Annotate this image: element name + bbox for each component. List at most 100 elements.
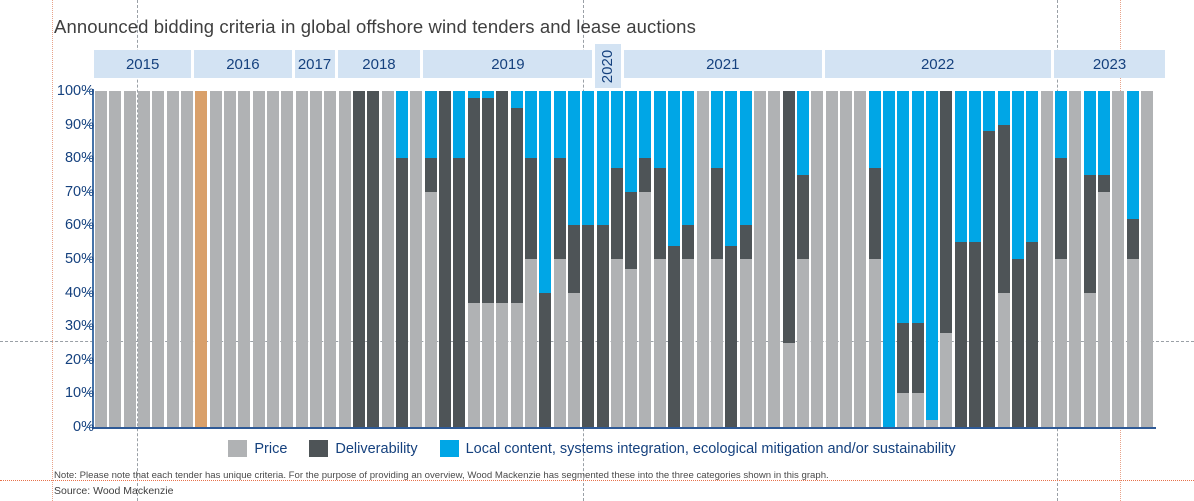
bar-segment-local_content [797, 91, 810, 175]
bar-44 [725, 91, 738, 427]
y-tick-mark [86, 393, 92, 395]
bar-segment-local_content [739, 91, 752, 226]
bar-segment-price [1112, 91, 1125, 427]
year-label-text: 2017 [297, 55, 332, 73]
bar-segment-deliverability [610, 168, 623, 259]
bar-segment-price [281, 91, 294, 427]
bar-segment-deliverability [567, 225, 580, 293]
y-tick-label: 20% [64, 351, 94, 368]
y-tick-mark [86, 225, 92, 227]
year-label-2020: 2020 [595, 44, 621, 88]
bar-segment-price [424, 191, 437, 427]
bar-22 [410, 91, 423, 427]
bar-segment-price [797, 259, 810, 427]
bar-segment-price [825, 91, 838, 427]
bar-segment-local_content [997, 91, 1010, 125]
bar-45 [739, 91, 752, 427]
bar-69 [1083, 91, 1096, 427]
bar-6 [181, 91, 194, 427]
bar-segment-local_content [639, 91, 652, 159]
legend-swatch-deliverability [309, 440, 329, 457]
bar-segment-deliverability [711, 168, 724, 259]
bar-25 [453, 91, 466, 427]
legend-item-deliverability[interactable]: Deliverability [309, 440, 418, 457]
bar-segment-deliverability [1126, 218, 1139, 259]
bar-segment-price [481, 302, 494, 427]
bar-segment-price [310, 91, 323, 427]
bar-segment-price [209, 91, 222, 427]
plot-area [94, 91, 1154, 427]
bar-segment-price [324, 91, 337, 427]
bar-segment-price [997, 292, 1010, 427]
y-tick-label: 40% [64, 284, 94, 301]
bar-40 [668, 91, 681, 427]
bar-segment-local_content [524, 91, 537, 159]
y-tick-label: 50% [64, 251, 94, 267]
bar-segment-price [252, 91, 265, 427]
bar-segment-local_content [481, 91, 494, 98]
bar-57 [911, 91, 924, 427]
bar-segment-local_content [668, 91, 681, 246]
bar-10 [238, 91, 251, 427]
legend-swatch-price [228, 440, 248, 457]
bar-segment-price [625, 269, 638, 427]
legend-item-local_content[interactable]: Local content, systems integration, ecol… [439, 440, 956, 457]
bar-segment-price [524, 259, 537, 427]
bar-segment-price [782, 343, 795, 427]
bar-segment-price [653, 259, 666, 427]
bar-61 [968, 91, 981, 427]
bar-segment-deliverability [496, 91, 509, 303]
bar-segment-price [1083, 292, 1096, 427]
bar-segment-local_content [983, 91, 996, 132]
year-label-text: 2019 [491, 55, 525, 73]
legend-item-price[interactable]: Price [228, 440, 287, 457]
bar-segment-local_content [424, 91, 437, 159]
bar-segment-deliverability [954, 242, 967, 427]
page-title: Announced bidding criteria in global off… [54, 16, 696, 37]
bar-segment-price [696, 91, 709, 427]
y-tick-mark [86, 158, 92, 160]
bar-segment-local_content [968, 91, 981, 243]
bar-15 [310, 91, 323, 427]
bar-28 [496, 91, 509, 427]
bar-35 [596, 91, 609, 427]
bar-33 [567, 91, 580, 427]
bar-segment-deliverability [897, 322, 910, 394]
bar-18 [353, 91, 365, 427]
y-tick-label: 0% [73, 419, 94, 435]
bar-64 [1011, 91, 1024, 427]
bar-segment-deliverability [1026, 242, 1039, 427]
bar-segment-local_content [1011, 91, 1024, 259]
bar-16 [324, 91, 337, 427]
bar-segment-local_content [954, 91, 967, 243]
bar-54 [868, 91, 881, 427]
bar-2 [123, 91, 136, 427]
year-label-text: 2015 [125, 55, 160, 73]
bar-segment-deliverability [524, 158, 537, 259]
bar-30 [524, 91, 537, 427]
bar-segment-local_content [925, 91, 938, 421]
bar-segment-deliverability [725, 245, 738, 427]
year-label-2021: 2021 [624, 50, 822, 78]
bar-14 [295, 91, 308, 427]
year-label-text: 2020 [599, 49, 617, 83]
bar-segment-deliverability [997, 124, 1010, 293]
bar-segment-local_content [610, 91, 623, 169]
bar-31 [539, 91, 552, 427]
y-tick-label: 30% [64, 318, 94, 335]
bar-segment-price [295, 91, 308, 427]
bar-segment-price [267, 91, 280, 427]
year-label-2018: 2018 [337, 50, 421, 78]
legend-label-price: Price [254, 440, 288, 457]
bar-segment-local_content [883, 91, 895, 427]
bar-segment-deliverability [797, 175, 810, 259]
chart-legend: Price Deliverability Local content, system… [0, 440, 1194, 457]
bar-19 [367, 91, 380, 427]
bar-50 [811, 91, 824, 427]
page-guide-left [52, 0, 53, 501]
year-label-2015: 2015 [94, 50, 192, 78]
page-guide-horizontal-orange [0, 480, 1194, 481]
bar-segment-deliverability [639, 158, 652, 192]
bar-segment-deliverability [539, 292, 552, 427]
bar-segment-local_content [596, 91, 609, 226]
